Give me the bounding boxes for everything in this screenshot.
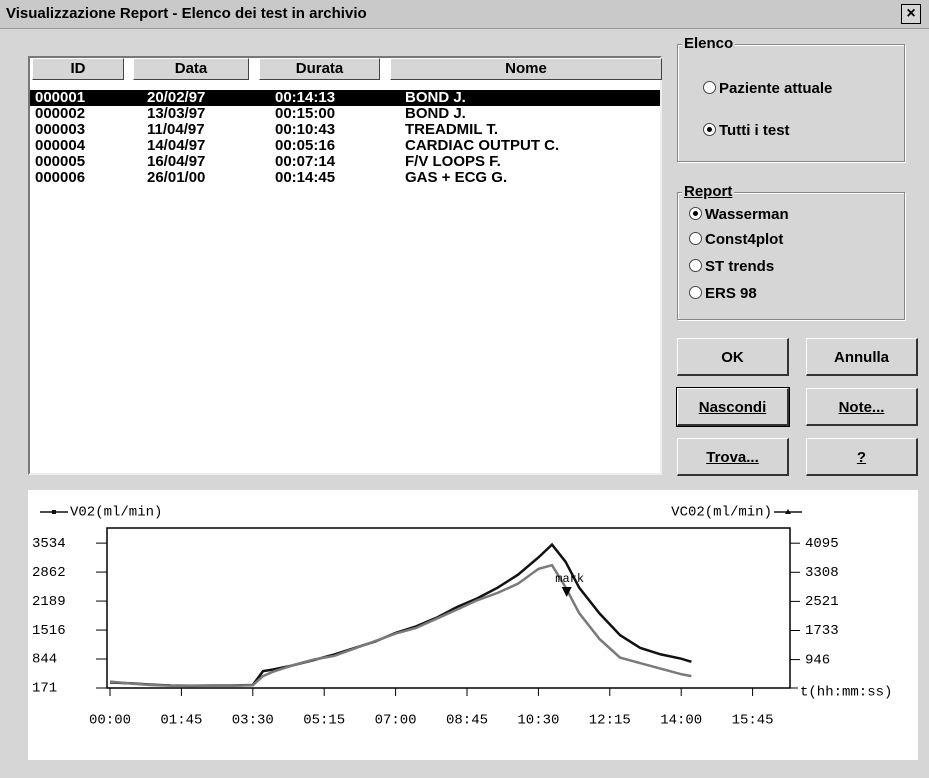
- cell: 00:14:45: [275, 169, 336, 186]
- y-tick-label: 171: [32, 681, 57, 697]
- y-tick-label: 1516: [32, 623, 66, 639]
- x-tick-label: 01:45: [160, 713, 202, 729]
- column-header[interactable]: Durata: [259, 58, 380, 80]
- radio-button[interactable]: [689, 232, 702, 245]
- radio-button[interactable]: [689, 207, 702, 220]
- cell: GAS + ECG G.: [405, 169, 508, 186]
- annotation: mark: [555, 572, 584, 586]
- column-header[interactable]: ID: [32, 58, 124, 80]
- cell: 16/04/97: [147, 153, 206, 170]
- x-tick-label: 03:30: [232, 713, 274, 729]
- title-bar: Visualizzazione Report - Elenco dei test…: [0, 0, 929, 29]
- group-title: Elenco: [682, 35, 736, 52]
- radio-button[interactable]: [703, 123, 716, 136]
- button[interactable]: ?: [806, 438, 918, 476]
- y2-tick-label: 1733: [805, 623, 839, 639]
- radio-label: Wasserman: [705, 206, 789, 223]
- cell: 00:14:13: [275, 89, 336, 106]
- x-tick-label: 05:15: [303, 713, 345, 729]
- list-row[interactable]: 000005 16/04/97 00:07:14 F/V LOOPS F.: [30, 154, 660, 170]
- y-tick-label: 2189: [32, 594, 66, 610]
- button[interactable]: OK: [677, 338, 789, 376]
- legend-marker: [52, 510, 56, 514]
- y2-tick-label: 4095: [805, 536, 839, 552]
- elenco-group: [677, 44, 905, 162]
- button[interactable]: Note...: [806, 388, 918, 426]
- cell: 11/04/97: [147, 121, 205, 138]
- x-axis-label: t(hh:mm:ss): [800, 685, 892, 701]
- y2-tick-label: 3308: [805, 565, 839, 581]
- radio-label: Tutti i test: [719, 122, 790, 139]
- cell: CARDIAC OUTPUT C.: [405, 137, 560, 154]
- radio-button[interactable]: [689, 259, 702, 272]
- cell: 00:05:16: [275, 137, 336, 154]
- cell: 000004: [35, 137, 86, 154]
- cell: 26/01/00: [147, 169, 206, 186]
- list-row[interactable]: 000004 14/04/97 00:05:16 CARDIAC OUTPUT C.: [30, 138, 660, 154]
- radio-option[interactable]: Const4plot: [689, 231, 783, 248]
- cell: 14/04/97: [147, 137, 206, 154]
- radio-option[interactable]: ST trends: [689, 258, 774, 275]
- column-header[interactable]: Nome: [390, 58, 662, 80]
- cell: 000005: [35, 153, 86, 170]
- legend-marker: [785, 509, 791, 514]
- list-row[interactable]: 000001 20/02/97 00:14:13 BOND J.: [30, 90, 660, 106]
- radio-option[interactable]: Paziente attuale: [703, 80, 832, 97]
- cell: TREADMIL T.: [405, 121, 499, 138]
- x-tick-label: 07:00: [375, 713, 417, 729]
- radio-label: ST trends: [705, 258, 775, 275]
- x-tick-label: 00:00: [89, 713, 131, 729]
- cell: 00:10:43: [275, 121, 336, 138]
- x-tick-label: 14:00: [660, 713, 702, 729]
- button[interactable]: Trova...: [677, 438, 789, 476]
- button[interactable]: Nascondi: [676, 387, 790, 427]
- column-header[interactable]: Data: [133, 58, 249, 80]
- radio-option[interactable]: ERS 98: [689, 285, 757, 302]
- y-tick-label: 844: [32, 652, 57, 668]
- y-tick-label: 2862: [32, 565, 66, 581]
- list-row[interactable]: 000003 11/04/97 00:10:43 TREADMIL T.: [30, 122, 660, 138]
- x-tick-label: 15:45: [732, 713, 774, 729]
- x-tick-label: 08:45: [446, 713, 488, 729]
- radio-button[interactable]: [689, 286, 702, 299]
- close-button[interactable]: ×: [901, 4, 921, 24]
- chart: 171 844 1516 2189 2862 3534 946 1733 2521 3308 409…: [28, 490, 918, 760]
- radio-label: ERS 98: [705, 285, 757, 302]
- list-row[interactable]: 000006 26/01/00 00:14:45 GAS + ECG G.: [30, 170, 660, 186]
- cell: 20/02/97: [147, 89, 206, 106]
- annotation-arrow: [561, 586, 572, 597]
- series-line: [109, 542, 692, 688]
- x-tick-label: 12:15: [589, 713, 631, 729]
- cell: BOND J.: [405, 89, 466, 106]
- y2-tick-label: 946: [805, 652, 830, 668]
- y-tick-label: 3534: [32, 536, 66, 552]
- cell: 00:07:14: [275, 153, 336, 170]
- cell: 000006: [35, 169, 86, 186]
- cell: 000001: [35, 89, 86, 106]
- cell: 000002: [35, 105, 86, 122]
- window-title: Visualizzazione Report - Elenco dei test…: [6, 5, 367, 22]
- report-group: [677, 192, 905, 320]
- series-line: [109, 563, 692, 688]
- legend-label: V02(ml/min): [70, 505, 162, 521]
- cell: BOND J.: [405, 105, 466, 122]
- legend-label: VC02(ml/min): [671, 505, 772, 521]
- y2-tick-label: 2521: [805, 594, 839, 610]
- radio-button[interactable]: [703, 81, 716, 94]
- list-row[interactable]: 000002 13/03/97 00:15:00 BOND J.: [30, 106, 660, 122]
- radio-option[interactable]: Wasserman: [689, 206, 789, 223]
- cell: F/V LOOPS F.: [405, 153, 501, 170]
- plot-frame: [106, 527, 791, 689]
- cell: 13/03/97: [147, 105, 206, 122]
- radio-label: Const4plot: [705, 231, 784, 248]
- cell: 000003: [35, 121, 86, 138]
- x-tick-label: 10:30: [517, 713, 559, 729]
- test-list[interactable]: [28, 56, 662, 475]
- radio-label: Paziente attuale: [719, 80, 833, 97]
- radio-option[interactable]: Tutti i test: [703, 122, 790, 139]
- cell: 00:15:00: [275, 105, 336, 122]
- group-title: Report: [682, 183, 735, 200]
- button[interactable]: Annulla: [806, 338, 918, 376]
